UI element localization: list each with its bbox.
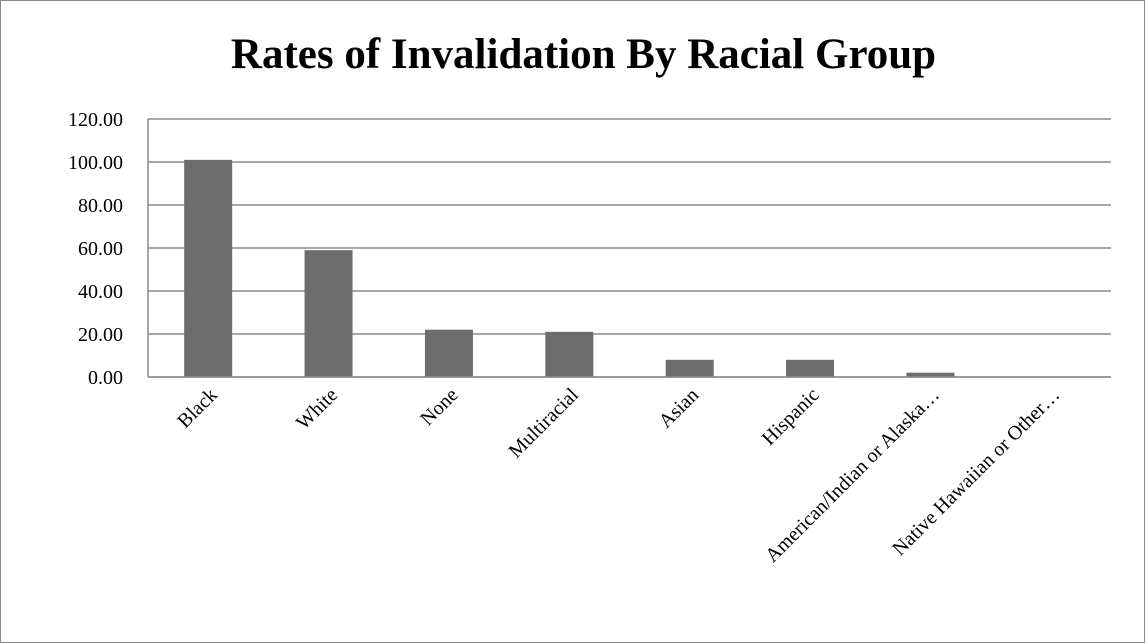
y-tick-label: 120.00 (68, 109, 123, 131)
category-label: None (416, 384, 462, 430)
bar (906, 372, 955, 377)
y-tick-label: 0.00 (88, 367, 123, 389)
bar (304, 250, 353, 377)
category-label: Asian (655, 384, 704, 433)
gridlines (147, 118, 1111, 378)
y-tick-label: 100.00 (68, 152, 123, 174)
category-label: Multiracial (504, 384, 583, 463)
bar (665, 359, 714, 377)
y-tick-labels: 0.00 20.00 40.00 60.00 80.00 100.00 120.00 (68, 109, 123, 389)
y-tick-label: 20.00 (78, 324, 123, 346)
y-tick-label: 60.00 (78, 238, 123, 260)
chart-title: Rates of Invalidation By Racial Group (230, 31, 937, 78)
category-label: Black (173, 384, 222, 433)
category-label: White (292, 384, 342, 434)
category-label: Hispanic (758, 384, 824, 450)
y-tick-label: 40.00 (78, 281, 123, 303)
bar (545, 331, 594, 377)
y-tick-label: 80.00 (78, 195, 123, 217)
category-labels: Black White None Multiracial Asian HispanicAm… (173, 384, 1064, 567)
bar (184, 159, 233, 377)
bar (786, 359, 835, 377)
bar (424, 329, 473, 377)
bars (184, 159, 955, 377)
